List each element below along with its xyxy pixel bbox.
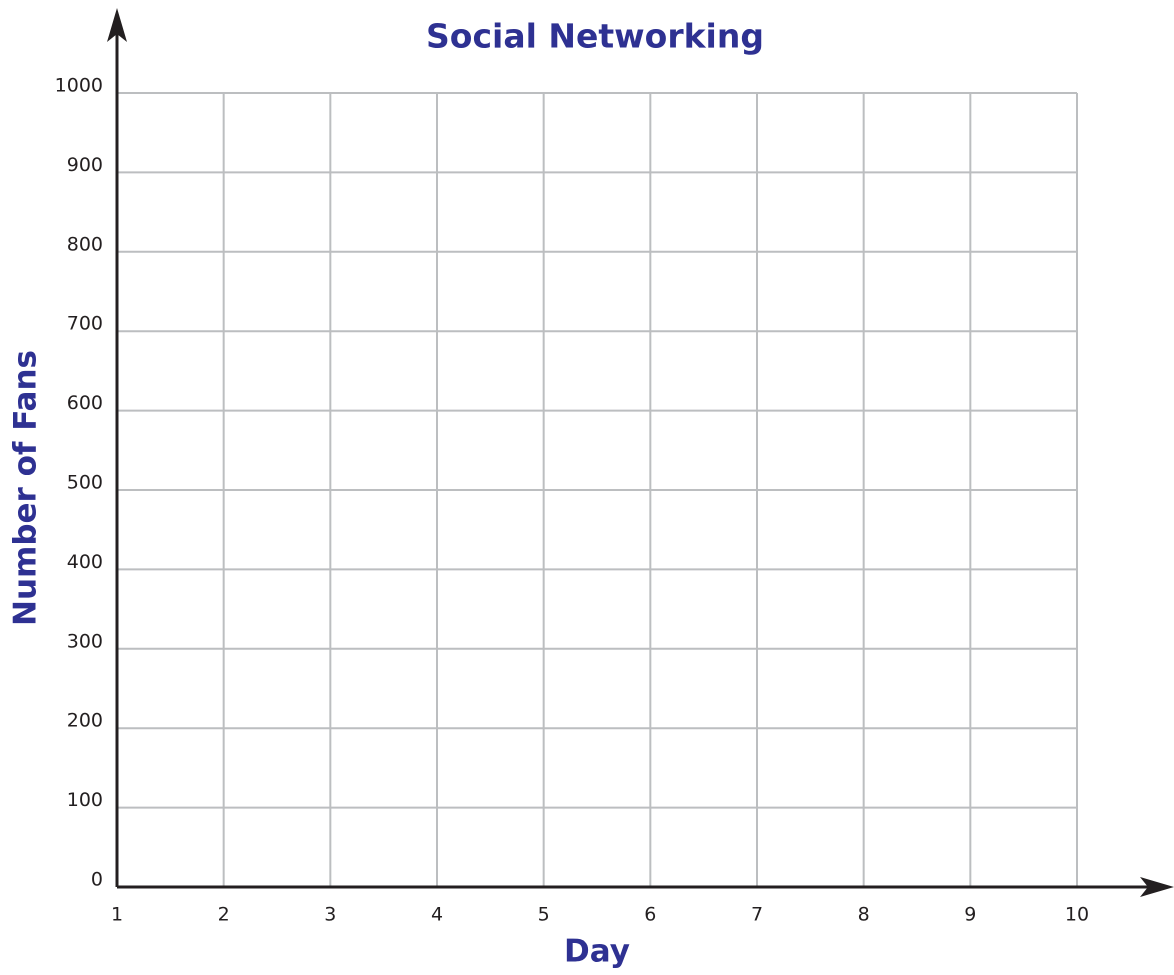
x-tick-label: 9 <box>964 904 976 926</box>
y-tick-label: 700 <box>67 313 103 335</box>
x-tick-label: 1 <box>111 904 123 926</box>
y-tick-label: 100 <box>67 789 103 811</box>
y-tick-label: 1000 <box>55 75 103 97</box>
y-tick-label: 500 <box>67 472 103 494</box>
y-tick-label: 200 <box>67 710 103 732</box>
x-axis-arrow <box>1140 877 1174 897</box>
x-tick-label: 8 <box>858 904 870 926</box>
x-tick-label: 2 <box>218 904 230 926</box>
x-tick-label: 3 <box>324 904 336 926</box>
y-tick-label: 900 <box>67 154 103 176</box>
y-tick-label: 0 <box>91 869 103 891</box>
chart-title: Social Networking <box>426 17 764 56</box>
x-tick-label: 5 <box>538 904 550 926</box>
x-tick-label: 4 <box>431 904 443 926</box>
y-tick-label: 600 <box>67 392 103 414</box>
grid <box>116 92 1078 888</box>
x-tick-label: 6 <box>644 904 656 926</box>
y-axis-label: Number of Fans <box>8 350 44 626</box>
y-tick-label: 400 <box>67 551 103 573</box>
x-tick-label: 7 <box>751 904 763 926</box>
y-axis-arrow <box>107 8 127 42</box>
x-axis-label: Day <box>564 934 630 970</box>
x-tick-label: 10 <box>1065 904 1089 926</box>
y-tick-label: 300 <box>67 630 103 652</box>
y-tick-label: 800 <box>67 233 103 255</box>
